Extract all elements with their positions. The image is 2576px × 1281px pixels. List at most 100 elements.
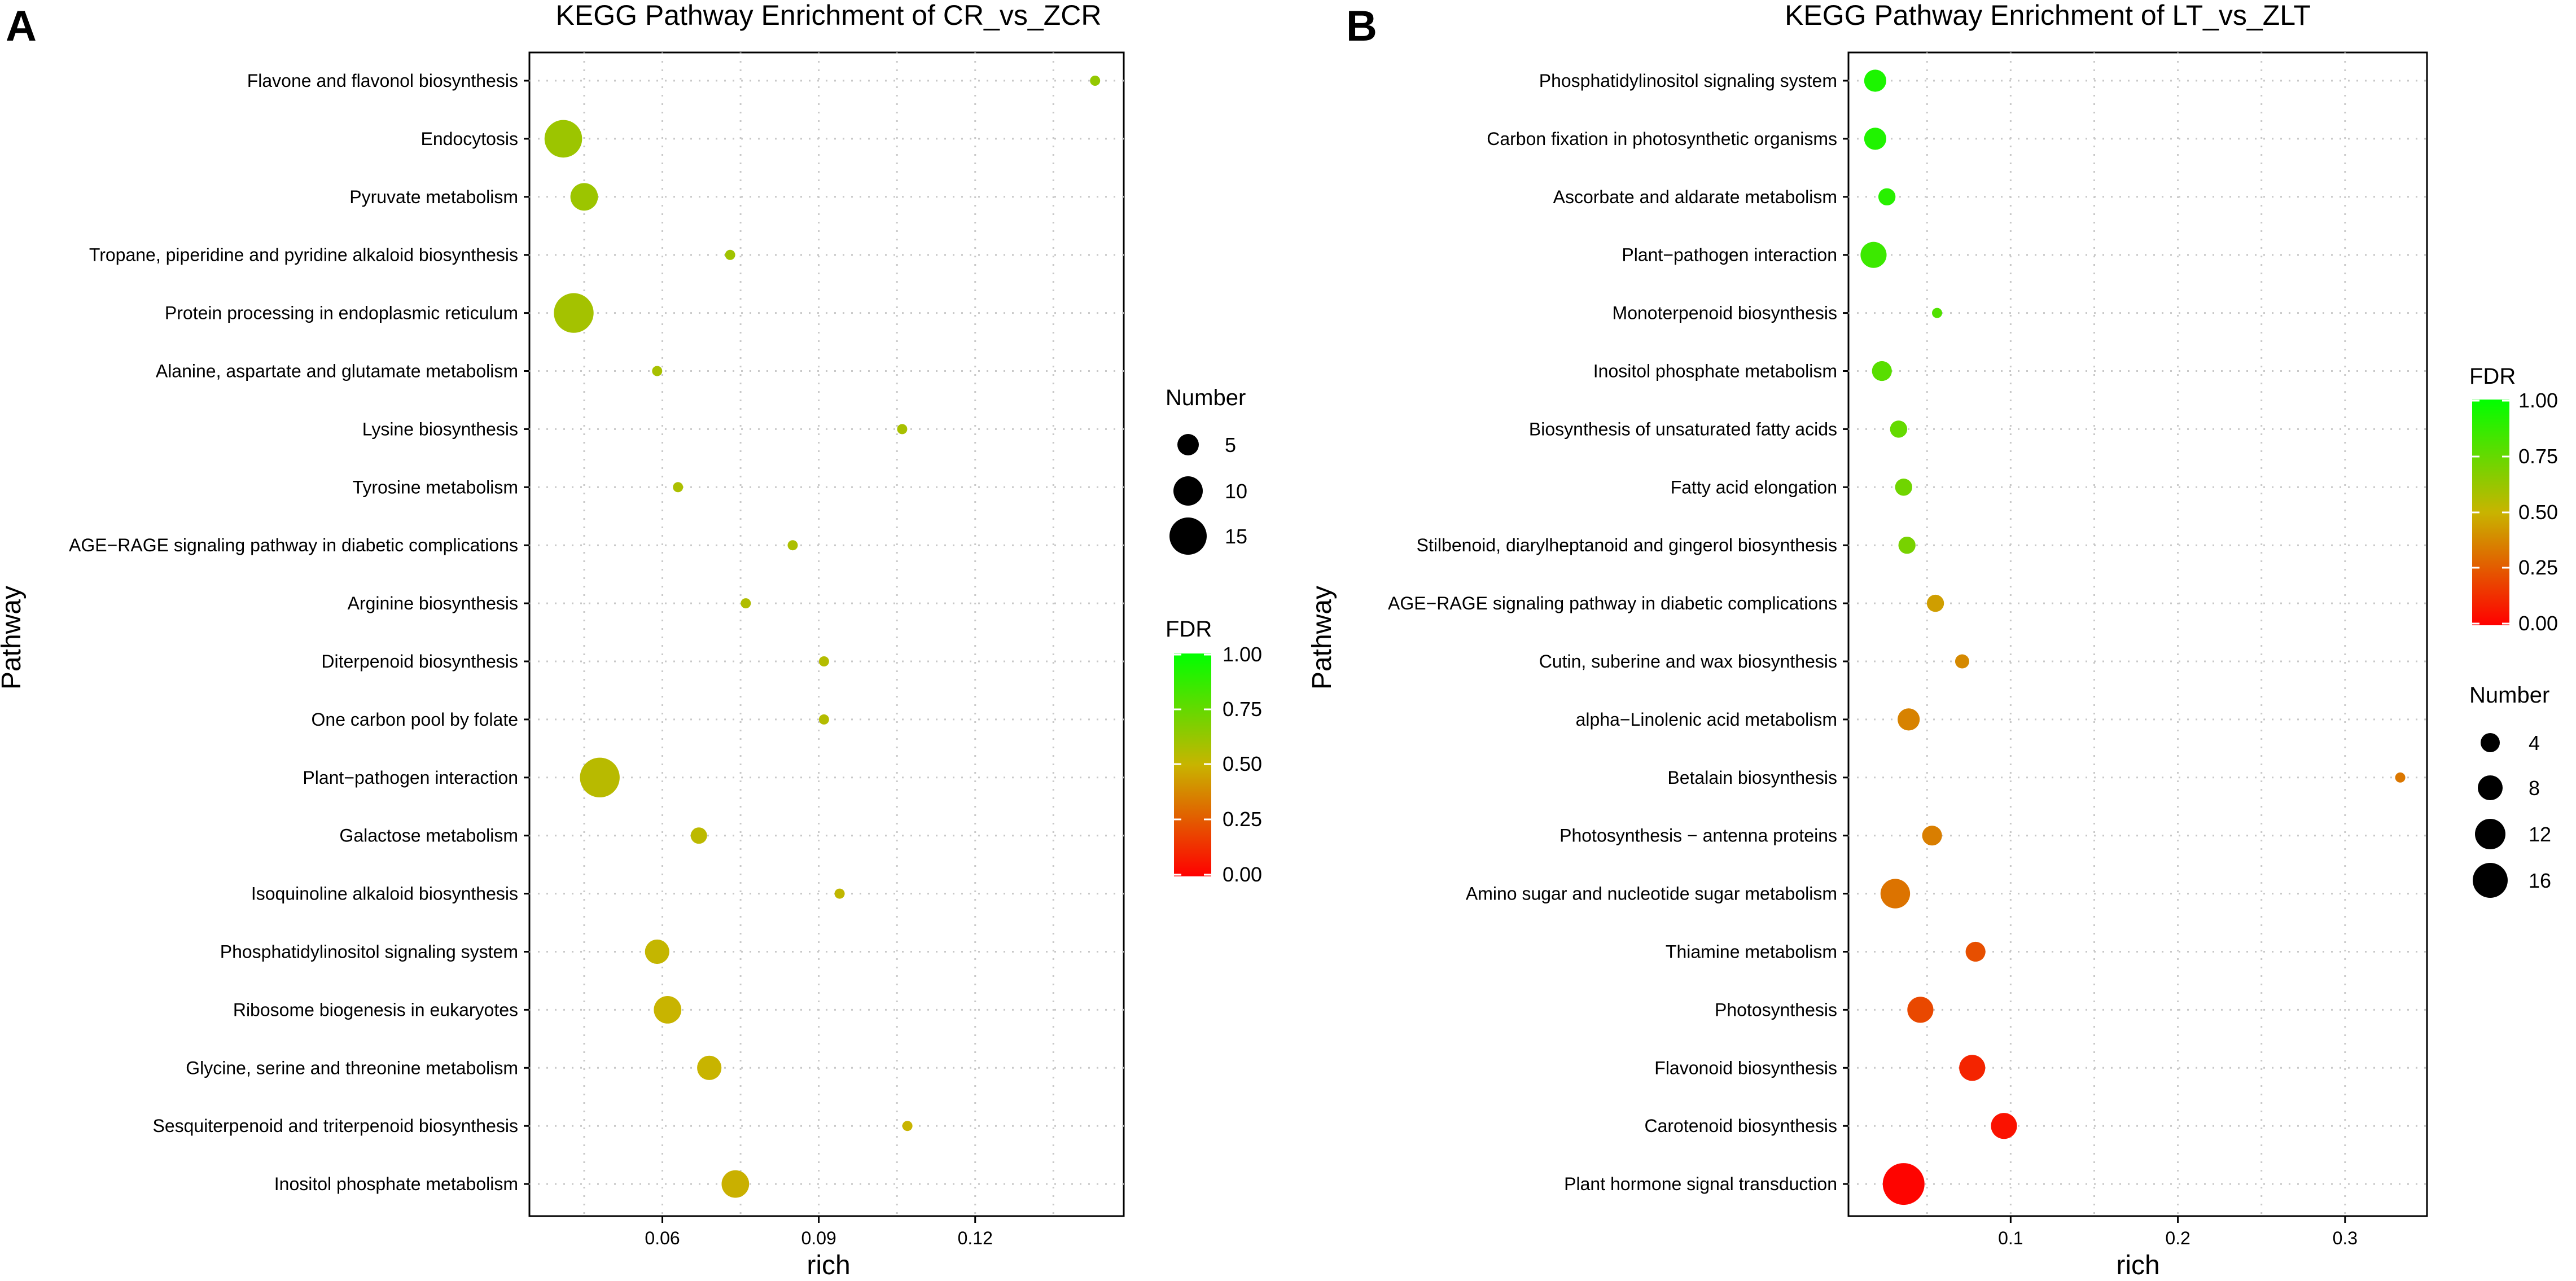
panel-b-letter: B [1346,2,1377,50]
panel-b-fdr-label-0-25: 0.25 [2518,556,2558,579]
panel-a-x-axis-title: rich [807,1251,850,1278]
x-tick-label: 0.2 [2165,1228,2190,1248]
data-point [1880,879,1911,909]
pathway-label: Betalain biosynthesis [1667,767,1837,788]
pathway-label: Flavone and flavonol biosynthesis [247,71,518,91]
pathway-label: Photosynthesis − antenna proteins [1559,826,1837,846]
panel-a-size-legend-label-15: 15 [1225,525,1247,548]
pathway-label: Protein processing in endoplasmic reticu… [165,303,518,323]
pathway-label: Tropane, piperidine and pyridine alkaloi… [89,245,518,265]
panel-b: B KEGG Pathway Enrichment of LT_vs_ZLT P… [1307,0,2558,1280]
data-point [897,424,908,435]
pathway-label: Photosynthesis [1715,999,1837,1020]
data-point [1991,1113,2017,1139]
pathway-label: Flavonoid biosynthesis [1654,1058,1837,1078]
pathway-label: Thiamine metabolism [1666,942,1837,962]
panel-a-title: KEGG Pathway Enrichment of CR_vs_ZCR [556,0,1102,31]
panel-a-gridlines [529,52,1124,1216]
data-point [580,757,620,798]
panel-b-size-legend-dot-12 [2475,819,2505,849]
panel-b-title: KEGG Pathway Enrichment of LT_vs_ZLT [1785,0,2311,31]
data-point [1922,826,1942,846]
panel-a-size-legend-label-10: 10 [1225,480,1247,503]
pathway-label: One carbon pool by folate [312,709,518,730]
pathway-label: Fatty acid elongation [1671,477,1837,497]
pathway-label: AGE−RAGE signaling pathway in diabetic c… [69,535,518,555]
x-tick-label: 0.3 [2333,1228,2358,1248]
pathway-label: Phosphatidylinositol signaling system [220,942,518,962]
pathway-label: Ascorbate and aldarate metabolism [1553,187,1837,207]
panel-b-gridlines [1848,52,2427,1216]
pathway-label: Galactose metabolism [339,826,518,846]
data-point [1959,1055,1986,1081]
panel-b-fdr-colorbar-ticks [2472,400,2509,625]
panel-a-fdr-colorbar-ticks [1174,653,1211,876]
data-point [1090,76,1101,86]
panel-a-fdr-label-0-50: 0.50 [1223,752,1262,775]
pathway-label: Inositol phosphate metabolism [274,1174,518,1194]
pathway-label: Sesquiterpenoid and triterpenoid biosynt… [152,1116,518,1136]
data-point [1878,188,1896,205]
x-tick-label: 0.09 [801,1228,836,1248]
panel-b-fdr-label-1-00: 1.00 [2518,389,2558,412]
panel-b-size-legend-label-4: 4 [2529,731,2540,754]
panel-b-size-legend-title: Number [2469,683,2549,708]
data-point [1882,1163,1925,1205]
pathway-label: Monoterpenoid biosynthesis [1613,303,1837,323]
pathway-label: Glycine, serine and threonine metabolism [186,1058,518,1078]
pathway-label: Pyruvate metabolism [349,187,518,207]
data-point [725,249,735,260]
data-point [818,656,829,666]
data-point [1864,128,1886,150]
pathway-label: Biosynthesis of unsaturated fatty acids [1529,419,1837,439]
panel-b-fdr-label-0-50: 0.50 [2518,501,2558,524]
data-point [1864,69,1886,92]
pathway-label: alpha−Linolenic acid metabolism [1576,709,1837,730]
panel-a-fdr-label-0-25: 0.25 [1223,808,1262,831]
panel-a-fdr-label-0-75: 0.75 [1223,697,1262,721]
panel-b-pathway-labels: Phosphatidylinositol signaling system Car… [1388,71,1848,1194]
panel-b-size-legend-label-12: 12 [2529,823,2551,846]
data-point [673,482,684,493]
panel-a-size-legend: Number 5 10 15 [1166,385,1247,555]
data-point [834,888,845,899]
pathway-label: Tyrosine metabolism [353,477,518,497]
pathway-label: Phosphatidylinositol signaling system [1539,71,1837,91]
data-point [1907,997,1934,1023]
panel-b-size-legend: Number 4 8 12 16 [2469,683,2551,898]
pathway-label: Plant−pathogen interaction [1622,245,1837,265]
pathway-label: Plant−pathogen interaction [303,767,518,788]
pathway-label: Inositol phosphate metabolism [1593,361,1837,381]
pathway-label: Lysine biosynthesis [362,419,518,439]
pathway-label: Endocytosis [420,129,518,149]
data-point [1932,308,1943,318]
pathway-label: Alanine, aspartate and glutamate metabol… [156,361,518,381]
pathway-label: Cutin, suberine and wax biosynthesis [1539,651,1837,672]
panel-b-size-legend-dot-8 [2478,775,2503,800]
x-tick-label: 0.12 [958,1228,993,1248]
panel-a-size-legend-title: Number [1166,385,1246,410]
panel-b-fdr-label-0-75: 0.75 [2518,445,2558,468]
data-point [818,714,829,725]
x-tick-label: 0.06 [645,1228,680,1248]
data-point [1965,941,1986,962]
data-point [1895,479,1912,496]
panel-b-size-legend-dot-4 [2481,733,2500,752]
data-point [1955,654,1969,669]
panel-a-fdr-legend-title: FDR [1166,617,1212,642]
pathway-label: Carotenoid biosynthesis [1644,1116,1837,1136]
pathway-label: Amino sugar and nucleotide sugar metabol… [1466,884,1837,904]
pathway-label: AGE−RAGE signaling pathway in diabetic c… [1388,593,1837,613]
panel-b-fdr-legend-title: FDR [2469,364,2516,389]
x-tick-label: 0.1 [1998,1228,2023,1248]
panel-a-fdr-label-0-00: 0.00 [1223,863,1262,886]
panel-a-size-legend-dot-15 [1169,517,1207,555]
data-point [645,939,669,964]
data-point [1890,420,1908,438]
panel-b-size-legend-label-8: 8 [2529,777,2540,800]
panel-a-points [544,76,1101,1198]
pathway-label: Arginine biosynthesis [348,593,518,613]
data-point [1926,594,1944,612]
